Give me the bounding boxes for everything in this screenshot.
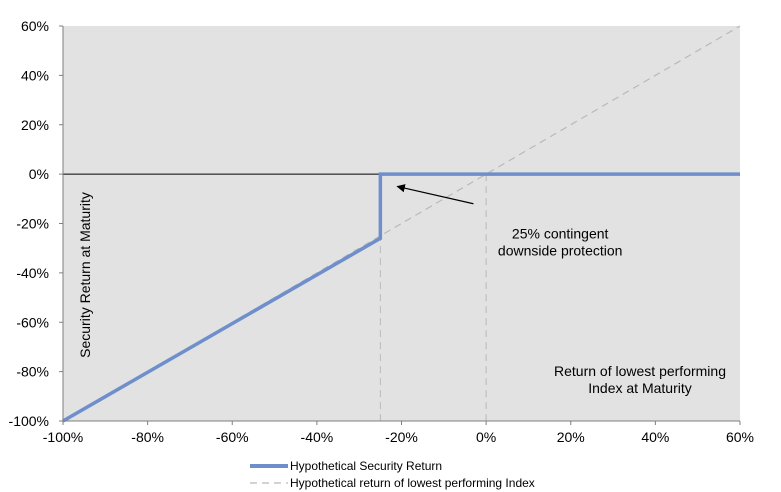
x-tick-label: -60% [216, 429, 249, 445]
x-tick-label: 40% [641, 429, 669, 445]
y-tick-label: 40% [21, 67, 49, 83]
x-tick-label: -100% [43, 429, 83, 445]
annotation-arrow [396, 184, 474, 205]
y-axis-label: Security Return at Maturity [77, 192, 93, 358]
y-tick-label: -20% [16, 216, 49, 232]
y-tick-label: 0% [29, 166, 49, 182]
legend-label-index-return: Hypothetical return of lowest performing… [290, 476, 535, 490]
y-tick-label: 60% [21, 18, 49, 34]
y-tick-label: 20% [21, 117, 49, 133]
x-tick-label: -20% [385, 429, 418, 445]
x-tick-label: 0% [476, 429, 496, 445]
series-security-return-line [62, 172, 740, 423]
legend: Hypothetical Security Return Hypothetica… [250, 459, 535, 490]
x-axis-label-line-1: Return of lowest performing [554, 363, 726, 379]
x-tick-label: -80% [131, 429, 164, 445]
series-index-return-line [62, 25, 741, 422]
x-tick-label: 60% [726, 429, 754, 445]
y-tick-label: -100% [9, 413, 49, 429]
y-tick-label: -40% [16, 265, 49, 281]
annotation-text-line-1: 25% contingent [512, 225, 609, 241]
legend-label-security-return: Hypothetical Security Return [290, 459, 442, 473]
x-axis-label-line-2: Index at Maturity [588, 380, 692, 396]
y-tick-label: -60% [16, 314, 49, 330]
x-tick-label: 20% [557, 429, 585, 445]
y-tick-label: -80% [16, 364, 49, 380]
annotation-text-line-2: downside protection [498, 242, 623, 258]
x-tick-label: -40% [301, 429, 334, 445]
